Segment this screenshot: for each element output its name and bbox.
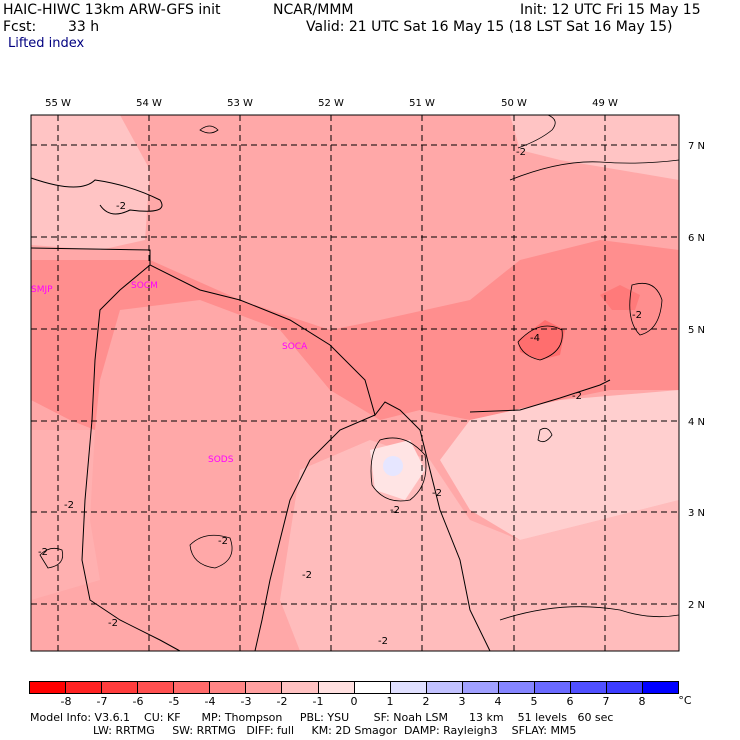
model-info-line2: LW: RRTMG SW: RRTMG DIFF: full KM: 2D Sm… [30,724,577,737]
colorbar-swatch [173,682,210,693]
colorbar-swatch [137,682,174,693]
data-source: NCAR/MMM [273,2,354,18]
lat-label: 6 N [688,233,705,244]
colorbar-tick-label: 0 [350,695,358,708]
colorbar-swatch [642,682,679,693]
contour-label: -2 [516,147,526,158]
forecast-hours: 33 h [68,19,100,35]
colorbar-swatch [461,682,498,693]
colorbar-tick-label: -5 [168,695,180,708]
lat-label: 3 N [688,508,705,519]
colorbar-tick-label: -2 [276,695,288,708]
colorbar-tick-label: 1 [386,695,394,708]
lat-label: 2 N [688,600,705,611]
colorbar-tick-label: 3 [458,695,466,708]
field-name: Lifted index [8,36,85,51]
colorbar-swatch [533,682,570,693]
contour-label: -4 [530,333,540,344]
lon-label: 50 W [501,98,527,109]
latitude-labels: 7 N 6 N 5 N 4 N 3 N 2 N [688,141,705,611]
colorbar-unit: °C [678,694,692,707]
colorbar-labels: -8 -7 -6 -5 -4 -3 -2 -1 0 1 2 3 4 5 6 7 8 [0,695,740,709]
colorbar-swatch [497,682,534,693]
station-smjp: SMJP [31,285,53,295]
lat-label: 5 N [688,325,705,336]
colorbar-tick-label: 7 [602,695,610,708]
contour-label: -2 [632,310,642,321]
init-time: Init: 12 UTC Fri 15 May 15 [520,2,701,18]
lat-label: 4 N [688,417,705,428]
colorbar-tick-label: 8 [638,695,646,708]
colorbar-tick-label: -6 [132,695,144,708]
colorbar-tick-label: -4 [204,695,216,708]
colorbar-swatch [317,682,354,693]
contour-label: -2 [390,505,400,516]
contour-lines [39,114,680,621]
lat-label: 7 N [688,141,705,152]
contour-label: -2 [378,636,388,647]
lifted-index-map: 55 W 54 W 53 W 52 W 51 W 50 W 49 W 7 N 6… [30,98,705,652]
map-frame [30,114,680,652]
colorbar-tick-label: -3 [240,695,252,708]
longitude-labels: 55 W 54 W 53 W 52 W 51 W 50 W 49 W [45,98,618,109]
latlon-grid [31,115,679,651]
colorbar-swatch [606,682,643,693]
colorbar-swatch [65,682,102,693]
colorbar [29,681,679,694]
colorbar-tick-label: 2 [422,695,430,708]
colorbar-tick-label: -8 [60,695,72,708]
lon-label: 55 W [45,98,71,109]
colorbar-swatch [245,682,282,693]
lon-label: 51 W [409,98,435,109]
contour-label: -2 [38,547,48,558]
colorbar-swatch [353,682,390,693]
contour-label: -2 [116,201,126,212]
colorbar-tick-label: 5 [530,695,538,708]
station-socm: SOCM [131,281,158,291]
lon-label: 54 W [136,98,162,109]
shaded-field [31,115,679,651]
valid-time: Valid: 21 UTC Sat 16 May 15 (18 LST Sat … [306,19,673,35]
colorbar-swatch [30,682,66,693]
colorbar-swatch [389,682,426,693]
station-labels: SMJP SOCM SOCA SODS [31,281,308,465]
colorbar-swatch [569,682,606,693]
model-info-line1: Model Info: V3.6.1 CU: KF MP: Thompson P… [30,711,614,724]
contour-value-labels: -2 -2 -4 -2 -2 -2 -2 -2 -2 -2 -2 -2 -2 [38,147,642,647]
colorbar-swatch [425,682,462,693]
contour-label: -2 [218,536,228,547]
colorbar-tick-label: 4 [494,695,502,708]
colorbar-swatch [209,682,246,693]
colorbar-tick-label: -7 [96,695,108,708]
colorbar-tick-label: -1 [312,695,324,708]
colorbar-swatch [101,682,138,693]
contour-label: -2 [432,488,442,499]
contour-label: -2 [108,618,118,629]
contour-label: -2 [572,391,582,402]
station-sods: SODS [208,455,234,465]
coastline [30,177,611,652]
lon-label: 52 W [318,98,344,109]
contour-label: -2 [302,570,312,581]
contour-label: -2 [64,500,74,511]
colorbar-tick-label: 6 [566,695,574,708]
model-title: HAIC-HIWC 13km ARW-GFS init [3,2,221,18]
colorbar-swatch [281,682,318,693]
station-soca: SOCA [282,342,308,352]
lon-label: 49 W [592,98,618,109]
forecast-label: Fcst: [3,19,37,35]
lon-label: 53 W [227,98,253,109]
